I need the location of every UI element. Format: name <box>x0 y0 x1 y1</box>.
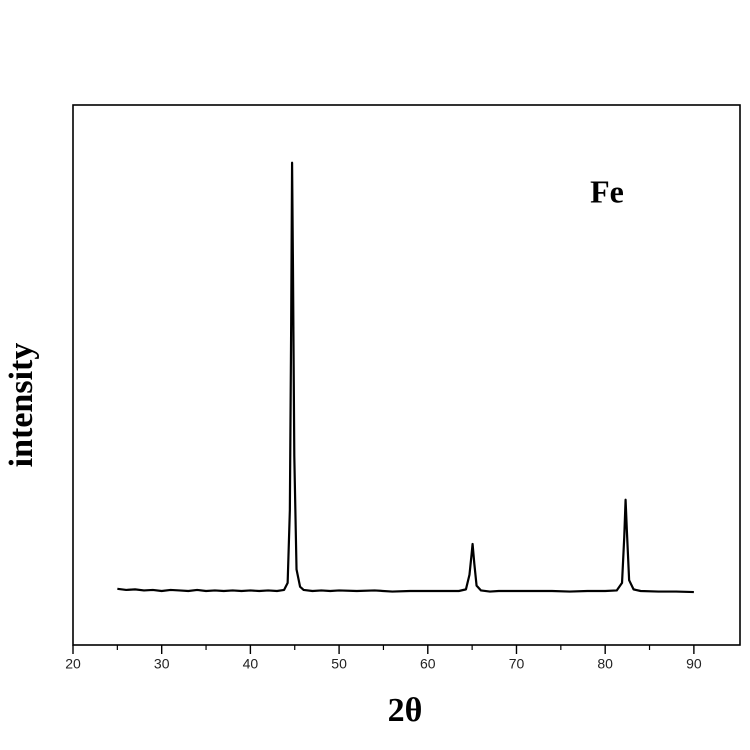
x-tick-label: 30 <box>154 656 170 672</box>
x-tick-label: 40 <box>243 656 259 672</box>
y-axis-label: intensity <box>3 343 40 468</box>
x-tick-label: 70 <box>509 656 525 672</box>
x-tick-label: 60 <box>420 656 436 672</box>
x-tick-label: 80 <box>597 656 613 672</box>
x-tick-label: 90 <box>686 656 702 672</box>
plot-frame <box>72 104 741 646</box>
x-tick-label: 20 <box>65 656 81 672</box>
data-line <box>117 161 694 594</box>
x-axis-label: 2θ <box>388 692 423 729</box>
x-tick-label: 50 <box>331 656 347 672</box>
annotation: Fe <box>590 173 624 209</box>
